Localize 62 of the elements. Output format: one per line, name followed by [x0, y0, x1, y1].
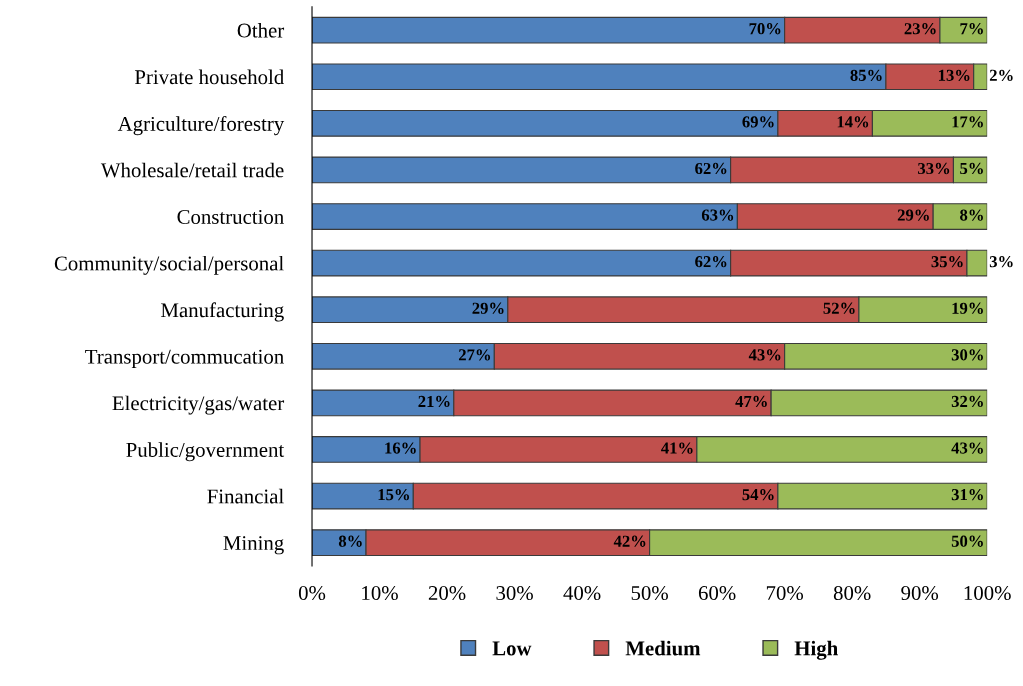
x-tick-label: 70%: [766, 586, 804, 601]
data-label: 69%: [742, 116, 774, 128]
y-tick-label: Mining: [223, 536, 284, 555]
legend-label: Low: [492, 641, 532, 656]
x-tick-label: 40%: [563, 586, 601, 601]
legend-label: High: [794, 640, 838, 660]
x-tick-label: 30%: [496, 586, 533, 601]
x-tick-label: 0%: [298, 586, 326, 601]
y-tick-label: Transport/commucation: [85, 349, 284, 368]
x-tick-label: 100%: [964, 586, 1011, 601]
data-label: 43%: [748, 349, 781, 361]
data-label: 32%: [951, 395, 983, 408]
data-label: 52%: [823, 302, 855, 314]
x-tick-label: 50%: [631, 586, 668, 601]
data-label: 8%: [960, 209, 983, 221]
data-label: 41%: [661, 442, 693, 454]
y-tick-label: Agriculture/forestry: [117, 116, 285, 136]
legend-label: Medium: [625, 640, 701, 656]
data-label: 85%: [850, 69, 882, 81]
data-label: 29%: [897, 209, 929, 221]
data-label: 15%: [378, 488, 410, 501]
data-label: 5%: [960, 162, 983, 175]
x-tick-label: 90%: [901, 586, 939, 601]
data-label: 17%: [952, 116, 983, 128]
data-label: 63%: [701, 209, 734, 221]
y-tick-label: Electricity/gas/water: [112, 395, 285, 415]
x-tick-label: 60%: [698, 586, 736, 601]
data-label: 35%: [931, 256, 963, 268]
y-tick-label: Community/social/personal: [54, 255, 284, 275]
data-label: 62%: [695, 256, 727, 268]
data-label: 47%: [735, 395, 767, 408]
data-label: 30%: [951, 349, 983, 361]
data-label: 13%: [938, 69, 970, 81]
data-label: 50%: [951, 535, 983, 547]
x-tick-label: 10%: [362, 586, 398, 601]
y-tick-label: Private household: [134, 69, 284, 85]
data-label: 8%: [338, 535, 362, 547]
data-label: 29%: [472, 302, 504, 314]
data-label: 21%: [418, 395, 450, 408]
data-label: 31%: [951, 488, 983, 501]
data-label: 27%: [458, 349, 491, 361]
data-label: 2%: [989, 69, 1013, 81]
data-label: 16%: [385, 442, 416, 454]
y-tick-label: Public/government: [126, 442, 285, 462]
y-tick-label: Wholesale/retail trade: [100, 162, 284, 178]
data-label: 70%: [749, 23, 781, 35]
data-label: 23%: [904, 23, 936, 35]
x-tick-label: 80%: [833, 586, 871, 601]
data-label: 43%: [951, 442, 983, 454]
y-tick-label: Financial: [207, 488, 284, 504]
y-tick-label: Construction: [177, 209, 284, 224]
data-label: 42%: [613, 535, 646, 547]
y-tick-label: Manufacturing: [161, 302, 284, 322]
data-label: 54%: [742, 488, 774, 501]
data-label: 62%: [695, 162, 727, 175]
x-tick-label: 20%: [428, 586, 466, 601]
data-label: 19%: [952, 302, 983, 314]
data-label: 3%: [989, 256, 1013, 268]
data-label: 7%: [960, 23, 983, 35]
data-label: 33%: [918, 162, 950, 175]
data-label: 14%: [837, 116, 869, 128]
y-tick-label: Other: [237, 22, 285, 38]
